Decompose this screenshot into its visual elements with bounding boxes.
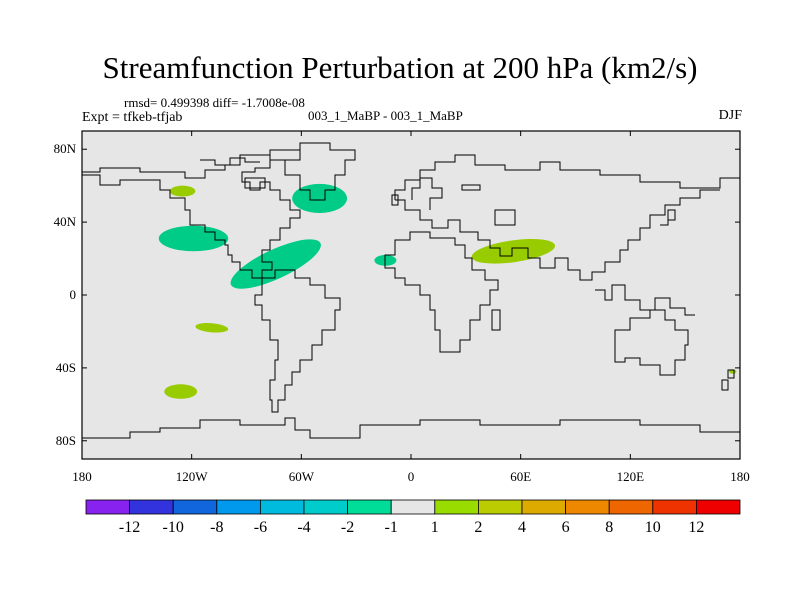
y-tick-label: 80N	[54, 141, 77, 156]
colorbar-swatch	[434, 499, 479, 515]
axis-ticks: 180 120W 60W 0 60E 120E 180 80N 40N 0 40S 80S	[54, 131, 750, 484]
colorbar-label: -4	[297, 519, 310, 536]
colorbar-label: -10	[163, 519, 184, 536]
case-label: 003_1_MaBP - 003_1_MaBP	[308, 108, 463, 123]
colorbar-label: -1	[385, 519, 398, 536]
coastline-north-america	[82, 149, 301, 279]
coastline-japan	[660, 209, 676, 226]
coastline-madagascar	[491, 309, 501, 331]
x-tick-label: 60W	[289, 469, 315, 484]
experiment-label: Expt = tfkeb-tfjab	[82, 110, 183, 125]
x-tick-label: 120W	[176, 469, 209, 484]
x-tick-label: 120E	[617, 469, 645, 484]
stats-line: rmsd= 0.499398 diff= -1.7008e-08	[124, 95, 305, 110]
colorbar-swatch	[303, 499, 348, 515]
colorbar-swatch	[259, 499, 305, 515]
colorbar-label: -12	[119, 519, 140, 536]
season-label: DJF	[718, 108, 742, 123]
coastline-scandinavia	[411, 177, 443, 210]
colorbar-swatch	[608, 499, 654, 515]
coastline-antarctica	[82, 417, 740, 439]
anomaly-layer	[158, 183, 737, 399]
coastline-africa	[384, 231, 499, 353]
y-tick-label: 0	[70, 287, 77, 302]
colorbar-label: 8	[605, 519, 613, 536]
coastline-south-america	[254, 269, 341, 413]
anomaly-region-7	[195, 323, 229, 333]
anomaly-region-8	[164, 384, 198, 399]
anomaly-region-2	[292, 183, 348, 213]
x-tick-label: 60E	[510, 469, 531, 484]
colorbar-swatch	[696, 499, 741, 515]
colorbar-label: -6	[254, 519, 267, 536]
colorbar-swatch	[216, 499, 261, 515]
x-tick-label: 180	[730, 469, 750, 484]
colorbar-swatch	[521, 499, 566, 515]
anomaly-region-1	[169, 185, 196, 197]
colorbar-swatch	[172, 499, 218, 515]
chart-title: Streamfunction Perturbation at 200 hPa (…	[102, 50, 698, 85]
coastline-caspian	[461, 184, 516, 226]
coastline-uk	[391, 194, 399, 206]
colorbar-label: 2	[474, 519, 482, 536]
colorbar-swatch	[347, 499, 392, 515]
x-tick-label: 180	[72, 469, 92, 484]
colorbar-swatch	[85, 499, 130, 515]
coastline-greenland	[269, 142, 356, 201]
colorbar-swatch	[477, 499, 523, 515]
x-tick-label: 0	[408, 469, 415, 484]
colorbar-swatch	[129, 499, 174, 515]
anomaly-region-6	[471, 238, 556, 264]
anomaly-region-3	[158, 225, 229, 252]
colorbar: -12 -10 -8 -6 -4 -2 -1 1 2 4 6 8 10 12	[85, 499, 741, 536]
colorbar-label: 1	[431, 519, 439, 536]
colorbar-label: -8	[210, 519, 223, 536]
anomaly-region-4	[230, 239, 321, 289]
coastline-se-asia-islands	[595, 284, 695, 316]
coastline-new-zealand	[721, 369, 735, 391]
colorbar-label: 10	[645, 519, 661, 536]
y-tick-label: 40S	[56, 360, 76, 375]
colorbar-swatch	[565, 499, 610, 515]
colorbar-label: -2	[341, 519, 354, 536]
coastline-australia	[614, 309, 689, 376]
y-tick-label: 40N	[54, 214, 77, 229]
y-tick-label: 80S	[56, 433, 76, 448]
coastline-arctic-islands	[200, 157, 266, 189]
colorbar-swatch	[652, 499, 697, 515]
coastline-eurasia	[394, 154, 740, 281]
colorbar-swatch	[390, 499, 436, 515]
map-plot-background	[82, 131, 740, 459]
colorbar-label: 4	[518, 519, 526, 536]
colorbar-label: 6	[562, 519, 570, 536]
colorbar-label: 12	[688, 519, 704, 536]
coastline-layer	[82, 142, 740, 439]
